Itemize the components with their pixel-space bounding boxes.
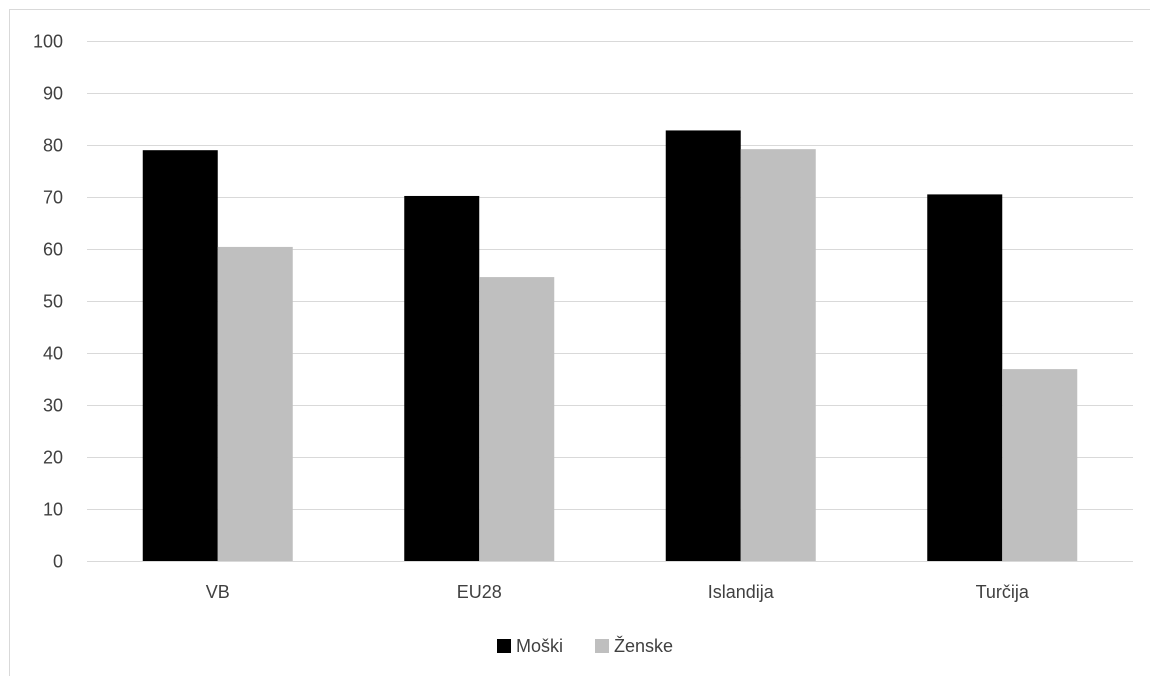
y-tick-label: 0 [53, 552, 63, 572]
y-tick-label: 80 [43, 136, 63, 156]
bars [142, 130, 1078, 562]
x-category-label: Islandija [708, 582, 775, 602]
bar-series-2 [479, 277, 555, 561]
y-tick-label: 20 [43, 448, 63, 468]
legend-label: Ženske [614, 636, 673, 656]
bar-series-1 [404, 195, 480, 561]
legend-label: Moški [516, 636, 563, 656]
legend-swatch [595, 639, 609, 653]
bar-series-2 [217, 246, 293, 562]
chart-frame [9, 9, 1150, 676]
y-tick-label: 90 [43, 84, 63, 104]
bar-series-1 [665, 130, 741, 561]
y-axis-ticks: 0 10 20 30 40 50 60 70 80 90 100 [33, 32, 63, 572]
y-tick-label: 100 [33, 32, 63, 52]
bar-series-1 [927, 194, 1003, 561]
y-tick-label: 40 [43, 344, 63, 364]
bar-series-1 [142, 150, 218, 561]
y-tick-label: 30 [43, 396, 63, 416]
legend-swatch [497, 639, 511, 653]
y-tick-label: 10 [43, 500, 63, 520]
bar-series-2 [1002, 369, 1078, 561]
x-category-label: EU28 [457, 582, 502, 602]
legend: Moški Ženske [497, 636, 673, 656]
x-category-label: Turčija [976, 582, 1030, 602]
x-category-label: VB [206, 582, 230, 602]
x-axis-categories: VB EU28 Islandija Turčija [206, 582, 1030, 602]
y-tick-label: 60 [43, 240, 63, 260]
y-tick-label: 50 [43, 292, 63, 312]
y-tick-label: 70 [43, 188, 63, 208]
bar-series-2 [740, 149, 816, 561]
